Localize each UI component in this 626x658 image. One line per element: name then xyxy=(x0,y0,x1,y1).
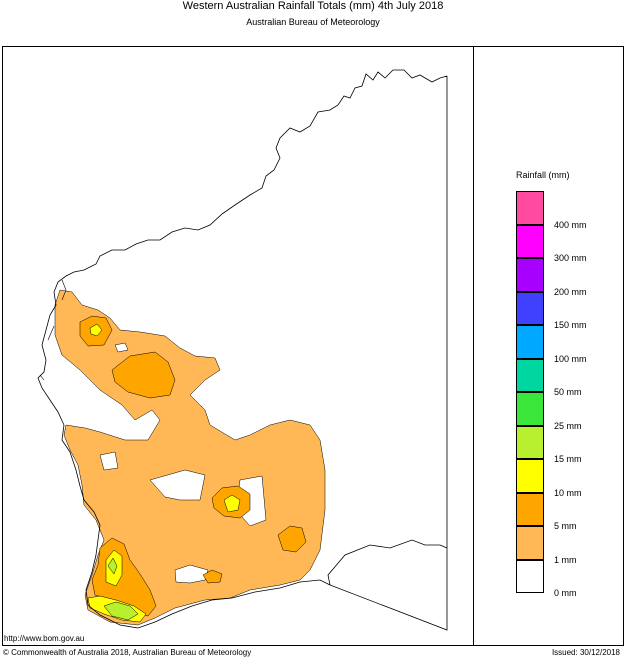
legend-label: 0 mm xyxy=(554,588,577,598)
rain-area-10mm xyxy=(223,494,241,513)
copyright-notice: © Commonwealth of Australia 2018, Austra… xyxy=(3,648,252,657)
rain-area-5mm xyxy=(202,569,223,584)
legend-label: 400 mm xyxy=(554,219,587,230)
legend-label: 200 mm xyxy=(554,286,587,297)
rain-area-5mm xyxy=(277,525,307,553)
legend-label: 10 mm xyxy=(554,487,582,498)
legend-title: Rainfall (mm) xyxy=(516,170,570,180)
rainfall-map xyxy=(37,69,448,631)
legend-label: 100 mm xyxy=(554,353,587,364)
coastline xyxy=(37,69,448,631)
legend-swatch xyxy=(516,492,544,526)
legend-label: 50 mm xyxy=(554,387,582,397)
rain-area-10mm xyxy=(89,323,103,337)
legend-divider xyxy=(473,46,474,646)
map-frame xyxy=(2,46,624,646)
legend-swatch xyxy=(516,559,544,593)
rain-area-5mm xyxy=(111,351,176,399)
legend-swatch xyxy=(516,358,544,392)
dry-pocket xyxy=(149,469,206,501)
legend-swatch xyxy=(516,392,544,426)
legend-label: 5 mm xyxy=(554,521,577,531)
map-title: Western Australian Rainfall Totals (mm) … xyxy=(182,0,444,12)
dry-pocket xyxy=(114,342,129,353)
legend-swatch xyxy=(516,325,544,359)
issued-date: Issued: 30/12/2018 xyxy=(551,648,620,657)
rain-area-15mm xyxy=(103,601,139,621)
legend-swatch xyxy=(516,224,544,258)
coast-detail xyxy=(39,279,67,381)
legend-label: 300 mm xyxy=(554,253,587,263)
source-url[interactable]: http://www.bom.gov.au xyxy=(4,634,85,643)
rain-area-15mm xyxy=(107,557,118,575)
legend-label: 150 mm xyxy=(554,320,587,330)
legend-swatch xyxy=(516,258,544,292)
legend-swatch xyxy=(516,526,544,560)
dry-pocket xyxy=(174,564,209,584)
legend-swatch xyxy=(516,425,544,459)
legend-swatch xyxy=(516,291,544,325)
dry-pocket xyxy=(99,451,119,471)
map-subtitle: Australian Bureau of Meteorology xyxy=(246,17,380,27)
legend-label: 25 mm xyxy=(554,420,582,431)
legend-swatch xyxy=(516,191,544,225)
legend-label: 1 mm xyxy=(554,554,577,565)
legend-label: 15 mm xyxy=(554,454,582,464)
legend-swatch xyxy=(516,459,544,493)
